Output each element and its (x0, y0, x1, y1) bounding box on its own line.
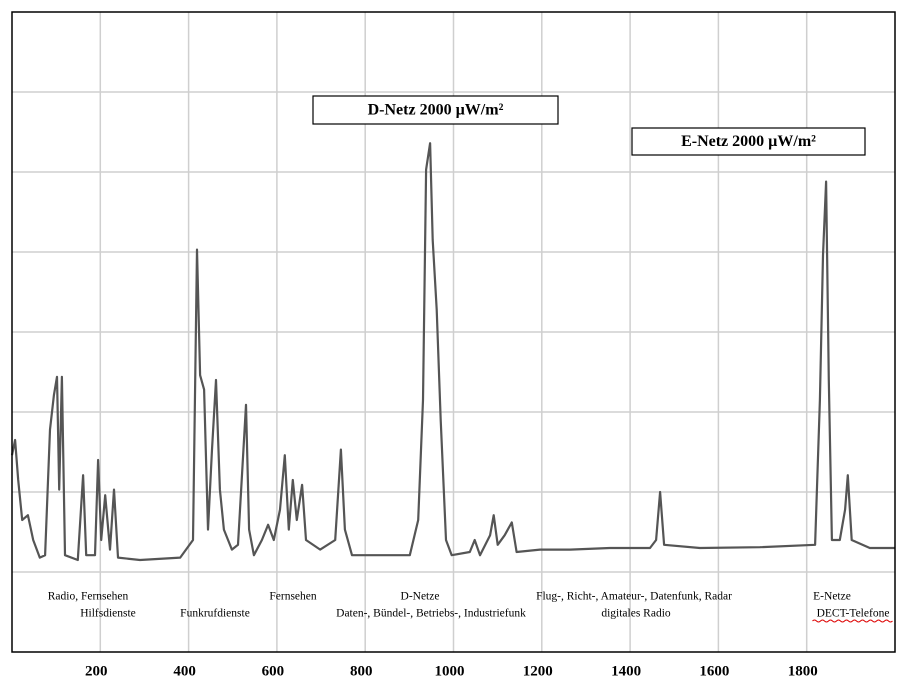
band-label: Funkrufdienste (180, 608, 250, 620)
annotation-box (312, 95, 559, 125)
x-tick-label: 400 (173, 663, 196, 679)
x-tick-label: 800 (350, 663, 373, 679)
band-label: DECT-Telefone (817, 608, 890, 620)
band-label: Radio, Fernsehen (48, 591, 129, 603)
x-tick-label: 1600 (699, 663, 729, 679)
plot-frame (11, 11, 896, 653)
band-label: Fernsehen (269, 591, 317, 603)
band-label: Flug-, Richt-, Amateur-, Datenfunk, Rada… (536, 591, 732, 603)
band-label: Hilfsdienste (80, 608, 136, 620)
x-tick-label: 1400 (611, 663, 641, 679)
band-label: digitales Radio (601, 608, 671, 620)
band-label: Daten-, Bündel-, Betriebs-, Industriefun… (336, 608, 526, 620)
x-tick-label: 200 (85, 663, 108, 679)
band-label: D-Netze (401, 591, 440, 603)
spectrum-line (10, 142, 895, 562)
x-tick-label: 1200 (523, 663, 553, 679)
annotation-box (631, 127, 866, 156)
annotation: E-Netz 2000 µW/m² (681, 133, 816, 150)
band-label: E-Netze (813, 591, 851, 603)
x-tick-label: 600 (262, 663, 285, 679)
x-tick-label: 1800 (788, 663, 818, 679)
annotation: D-Netz 2000 µW/m² (368, 102, 504, 119)
x-tick-label: 1000 (435, 663, 465, 679)
spell-underline (812, 619, 893, 623)
